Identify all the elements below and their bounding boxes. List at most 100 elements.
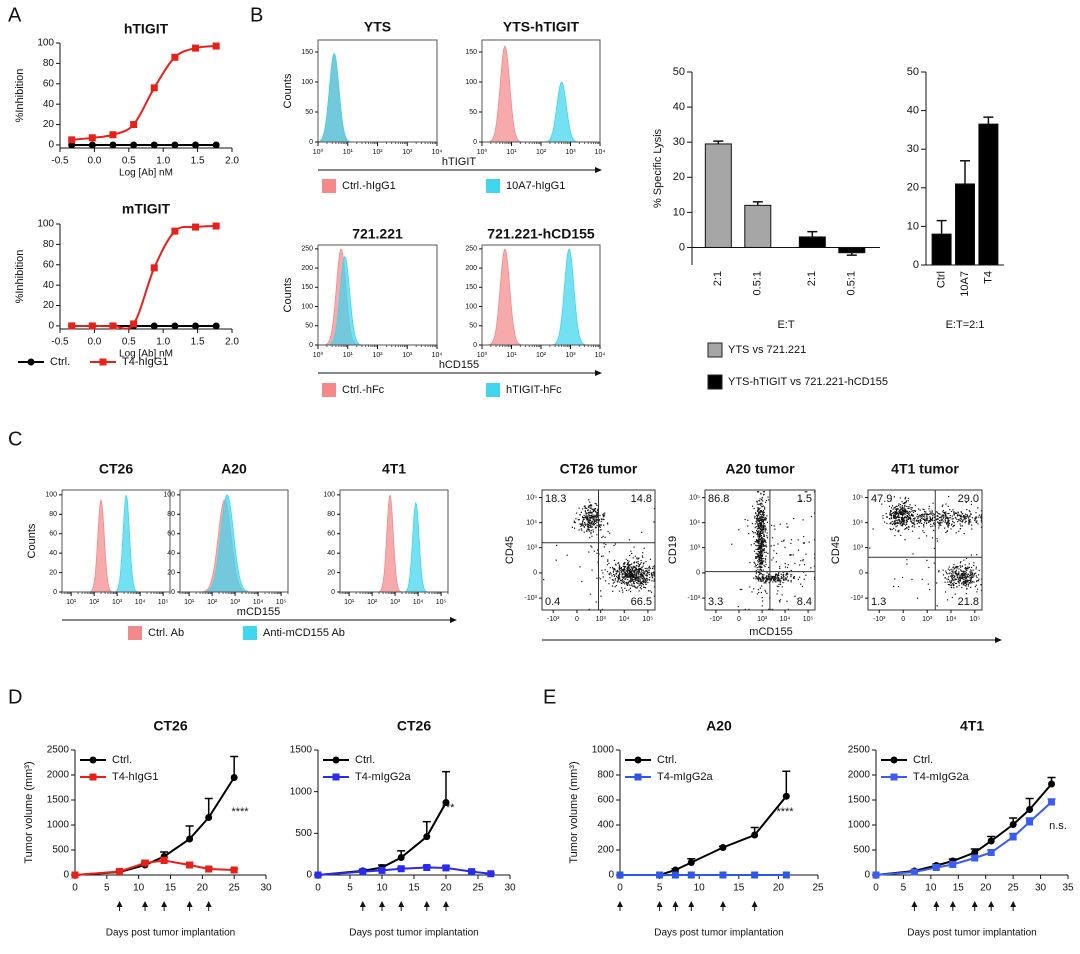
event-dot [631,573,633,575]
event-dot [971,575,973,577]
event-dot [901,514,903,516]
event-dot [589,520,591,522]
event-dot [973,562,975,564]
bar [978,123,999,266]
event-dot [590,516,592,519]
event-dot [556,544,558,546]
event-dot [586,515,588,517]
arrow-head [971,901,978,907]
event-dot [770,579,773,581]
event-dot [623,570,625,572]
event-dot [952,509,954,511]
event-dot [582,516,584,518]
event-dot [765,541,767,544]
event-dot [611,579,614,581]
event-dot [956,573,959,576]
x-tick-label: 10⁴ [413,599,424,606]
event-dot [930,523,932,525]
event-dot [953,524,956,527]
y-tick-label: 0 [48,321,54,332]
event-dot [755,575,757,577]
legend-label: Ctrl.-hIgG1 [342,180,396,192]
x-tick-label: 10⁰ [477,148,488,156]
event-dot [912,519,914,521]
data-point [1009,821,1017,828]
event-dot [957,511,959,513]
event-dot [939,513,941,515]
event-dot [650,574,653,576]
event-dot [957,565,959,568]
event-dot [902,502,904,505]
event-dot [978,578,980,580]
event-dot [896,519,898,521]
event-dot [606,522,609,524]
event-dot [945,570,947,572]
event-dot [944,519,946,521]
quadrant-percent: 29.0 [958,493,979,505]
event-dot [968,510,970,512]
event-dot [955,565,957,568]
chart-title: mTIGIT [122,201,171,217]
event-dot [980,584,982,586]
event-dot [634,566,636,569]
event-dot [624,575,626,577]
event-dot [969,519,971,521]
event-dot [619,567,621,570]
event-dot [891,528,893,531]
x-axis-label: Log [Ab] nM [119,168,173,179]
event-dot [633,582,635,584]
event-dot [598,524,600,526]
event-dot [929,516,931,518]
event-dot [601,608,603,610]
x-tick-label: 10³ [402,352,413,359]
event-dot [765,517,767,519]
event-dot [747,525,749,527]
event-dot [760,569,763,571]
event-dot [899,497,901,499]
event-dot [973,581,975,583]
event-dot [630,566,632,568]
event-dot [636,576,638,578]
event-dot [767,608,770,610]
x-tick-label: 10² [89,599,100,606]
event-dot [638,568,640,570]
event-dot [624,571,626,574]
event-dot [963,517,966,519]
event-dot [578,519,580,521]
event-dot [967,522,970,524]
plot-frame [704,489,816,611]
event-dot [790,579,792,582]
event-dot [759,561,762,564]
x-tick-label: 0 [72,883,78,894]
event-dot [900,508,902,510]
event-dot [622,568,625,571]
event-dot [900,522,902,524]
event-dot [966,508,968,511]
event-dot [969,521,971,523]
event-dot [543,579,545,581]
event-dot [780,575,782,578]
event-dot [607,559,609,561]
event-dot [757,503,759,505]
event-dot [754,523,757,525]
event-dot [882,515,884,517]
data-point [1026,818,1034,826]
event-dot [980,526,983,529]
data-point [616,871,624,879]
event-dot [594,502,596,505]
event-dot [761,541,763,543]
event-dot [949,514,951,517]
event-dot [777,572,780,575]
event-dot [757,569,759,571]
event-dot [759,546,761,548]
x-tick-label: 10² [536,149,547,156]
event-dot [767,575,769,577]
event-dot [964,517,966,519]
event-dot [964,515,966,517]
event-dot [890,522,892,524]
event-dot [972,576,974,578]
event-dot [931,517,934,520]
x-axis-label: Days post tumor implantation [349,928,479,939]
event-dot [592,510,595,513]
y-tick-label: 0 [533,570,537,577]
